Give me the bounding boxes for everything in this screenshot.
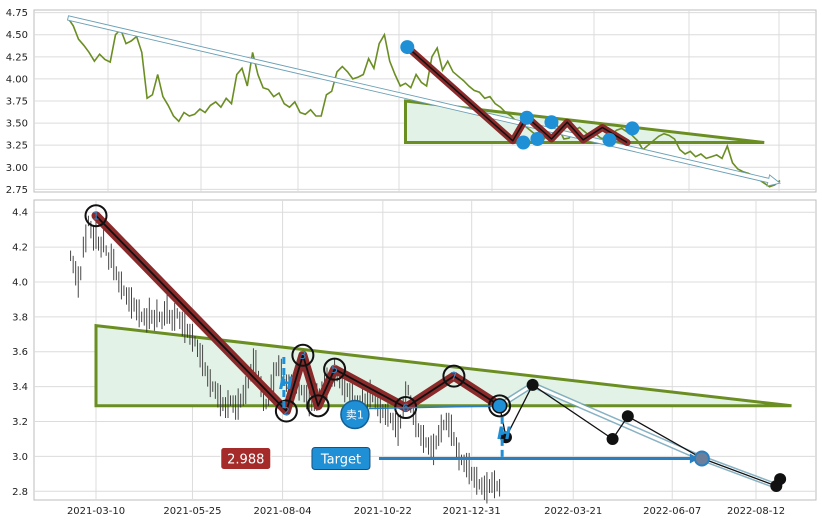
bottom-annotations: 2.988 Target 卖1 <box>220 398 710 470</box>
top-marker-point-4 <box>544 115 559 130</box>
top-marker-point-0 <box>400 40 415 55</box>
bottom-x-tick-label: 2021-05-25 <box>163 506 221 517</box>
target-badge-box <box>311 446 371 470</box>
top-y-tick-label: 3.25 <box>6 141 28 152</box>
top-trend-arrow <box>66 15 782 187</box>
bottom-y-tick-label: 3.8 <box>12 312 28 323</box>
top-marker-point-2 <box>516 135 531 150</box>
bottom-x-tick-label: 2021-08-04 <box>254 506 312 517</box>
pattern-point-circle-2 <box>291 343 315 367</box>
sell-marker-label: 卖1 <box>346 409 364 422</box>
bottom-h-marks: HH <box>279 356 511 460</box>
pattern-point-circle-0 <box>84 204 108 228</box>
bottom-x-tick-label: 2022-06-07 <box>643 506 701 517</box>
top-marker-point-5 <box>602 132 617 147</box>
h-mark-label: H <box>279 374 293 394</box>
top-marker-point-6 <box>625 121 640 136</box>
top-pattern-line <box>403 43 631 146</box>
bottom-panel: 2.83.03.23.43.63.84.04.24.4 2021-03-10 20… <box>12 199 817 517</box>
top-y-tick-label: 4.25 <box>6 52 28 63</box>
top-y-tick-label: 4.00 <box>6 74 28 85</box>
top-y-tick-label: 4.50 <box>6 30 28 41</box>
pattern-point-circle-6 <box>442 364 466 388</box>
top-y-tick-label: 3.00 <box>6 163 28 174</box>
bottom-x-tick-label: 2022-03-21 <box>544 506 602 517</box>
bottom-y-tick-label: 3.4 <box>12 382 28 393</box>
forecast-path <box>498 384 781 487</box>
pattern-point-label: 2 <box>283 405 290 418</box>
top-marker-point-3 <box>530 131 545 146</box>
top-y-ticks: 2.75 3.00 3.25 3.50 3.75 4.00 4.25 4.50 4.75 <box>6 8 28 196</box>
pattern-point-circle-1 <box>274 399 298 423</box>
top-y-tick-label: 4.75 <box>6 8 28 19</box>
top-y-tick-label: 2.75 <box>6 185 28 196</box>
bottom-y-tick-label: 3.2 <box>12 417 28 428</box>
price-badge-label: 2.988 <box>227 452 264 467</box>
price-badge-box <box>220 446 272 470</box>
top-price-line <box>67 17 781 188</box>
bottom-triangle-shape <box>94 323 792 408</box>
forecast-point-3 <box>621 410 634 423</box>
h-mark-label: H <box>497 424 511 444</box>
bottom-y-tick-label: 2.8 <box>12 487 28 498</box>
top-panel: 2.75 3.00 3.25 3.50 3.75 4.00 4.25 4.50 4.75 <box>6 8 817 196</box>
target-end-marker <box>693 450 710 467</box>
pattern-point-circle-4 <box>323 357 347 381</box>
bottom-x-tick-label: 2021-10-22 <box>354 506 412 517</box>
bottom-triangle <box>94 323 792 408</box>
top-marker-point-1 <box>519 110 534 125</box>
pattern-point-label: 5 <box>331 363 338 376</box>
bottom-y-tick-label: 4.0 <box>12 277 28 288</box>
bottom-x-tick-label: 2021-03-10 <box>67 506 125 517</box>
forecast-point-5 <box>774 473 787 486</box>
bottom-y-tick-label: 4.2 <box>12 243 28 254</box>
top-trend-arrow-shape <box>66 15 782 187</box>
target-badge-label: Target <box>320 452 361 467</box>
sell-signal-point <box>491 398 508 414</box>
top-y-tick-label: 3.50 <box>6 119 28 130</box>
bottom-x-tick-label: 2021-12-31 <box>443 506 501 517</box>
sell-marker-link <box>368 405 500 410</box>
bottom-x-ticks: 2021-03-10 2021-05-25 2021-08-04 2021-10-22… <box>67 506 785 517</box>
forecast-point-2 <box>606 432 619 445</box>
bottom-y-tick-label: 3.6 <box>12 347 28 358</box>
bottom-y-tick-label: 3.0 <box>12 452 28 463</box>
bottom-forecast <box>497 378 787 493</box>
pattern-point-label: 3 <box>299 349 306 362</box>
bottom-x-tick-label: 2022-08-12 <box>727 506 785 517</box>
top-pattern-inner <box>406 46 628 144</box>
pattern-point-label: 7 <box>450 370 457 383</box>
top-markers <box>400 40 640 150</box>
pattern-point-label: 1 <box>93 210 100 223</box>
pattern-point-circle-3 <box>306 394 330 418</box>
sell-marker-circle <box>340 399 370 430</box>
top-y-tick-label: 3.75 <box>6 97 28 108</box>
top-price-series <box>67 17 781 188</box>
bottom-y-ticks: 2.8 3.0 3.2 3.4 3.6 3.8 4.0 4.2 4.4 <box>12 208 28 498</box>
bottom-pattern-line: 123567 <box>84 204 512 423</box>
forecast-point-1 <box>526 378 539 391</box>
bottom-y-tick-label: 4.4 <box>12 208 28 219</box>
